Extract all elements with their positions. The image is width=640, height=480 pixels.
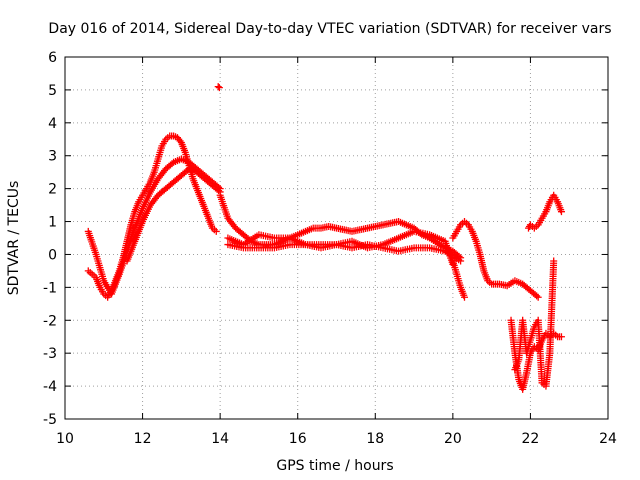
y-axis-label: SDTVAR / TECUs: [6, 181, 22, 296]
series-arc-c: [123, 165, 224, 265]
y-tick-label: -4: [43, 379, 57, 395]
data-point: [557, 208, 565, 216]
y-tick-label: -1: [43, 280, 57, 296]
data-point: [215, 84, 223, 92]
y-tick-label: 3: [48, 149, 57, 165]
x-tick-label: 24: [599, 431, 617, 447]
series-arc-a: [84, 132, 220, 301]
data-point: [557, 333, 565, 341]
y-tick-label: -5: [43, 412, 57, 428]
series-arc-g: [449, 218, 542, 301]
data-point: [533, 292, 541, 300]
x-tick-label: 12: [134, 431, 152, 447]
x-tick-label: 22: [522, 431, 540, 447]
series-arc-k: [524, 191, 565, 232]
series-arc-d: [216, 191, 465, 262]
x-tick-label: 10: [56, 431, 74, 447]
series-arc-j: [511, 257, 558, 390]
y-tick-label: 1: [48, 215, 57, 231]
y-tick-label: 2: [48, 182, 57, 198]
data-point: [550, 257, 558, 265]
y-tick-label: -3: [43, 346, 57, 362]
data-point: [212, 227, 220, 235]
data-point: [457, 257, 465, 265]
y-tick-label: 6: [48, 50, 57, 66]
data-point: [460, 293, 468, 301]
y-tick-label: 5: [48, 83, 57, 99]
x-tick-label: 18: [366, 431, 384, 447]
series-arc-h: [449, 257, 468, 301]
series-arc-f: [224, 241, 465, 265]
points-layer: [84, 83, 565, 393]
x-tick-label: 14: [211, 431, 229, 447]
x-tick-label: 20: [444, 431, 462, 447]
data-point: [214, 83, 222, 91]
y-tick-label: -2: [43, 313, 57, 329]
y-tick-label: 0: [48, 247, 57, 263]
x-axis-label: GPS time / hours: [276, 458, 393, 474]
x-tick-label: 16: [289, 431, 307, 447]
series-outlier: [214, 83, 223, 92]
data-point: [176, 137, 184, 145]
data-point: [534, 293, 542, 301]
y-tick-label: 4: [48, 116, 57, 132]
chart-title: Day 016 of 2014, Sidereal Day-to-day VTE…: [48, 21, 611, 37]
plot-frame: [64, 56, 609, 420]
data-point: [215, 187, 223, 195]
